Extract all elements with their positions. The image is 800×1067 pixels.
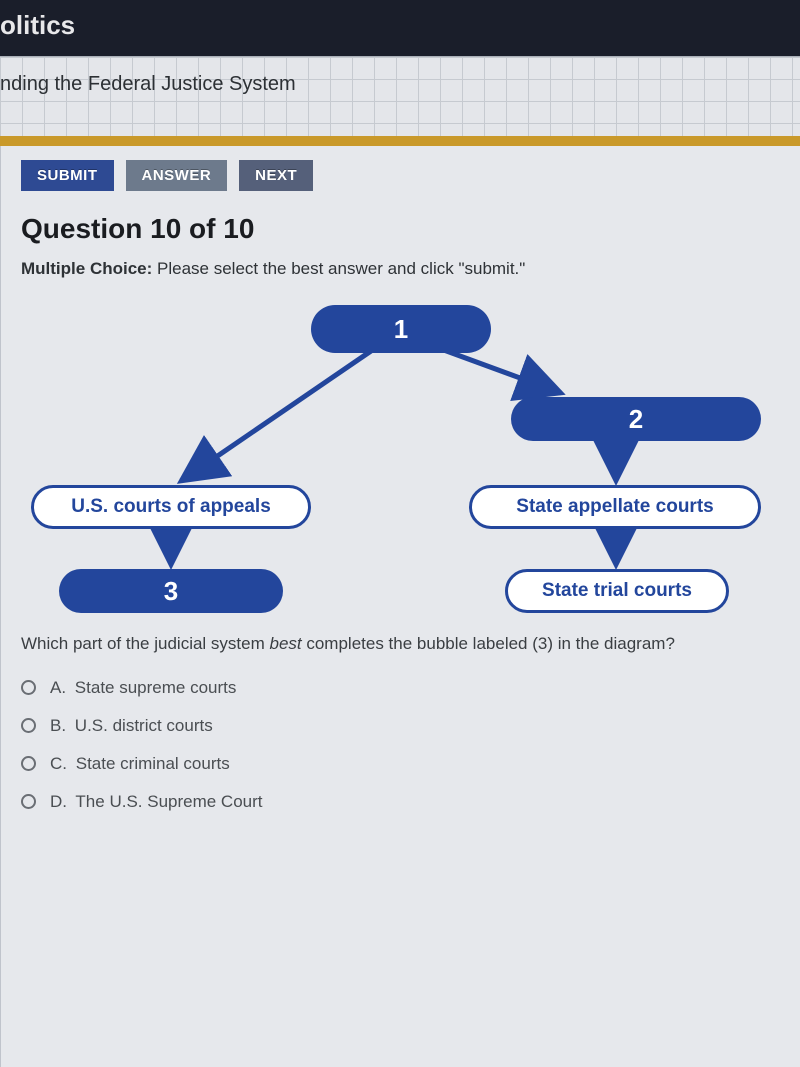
radio-icon xyxy=(21,718,36,733)
radio-icon xyxy=(21,756,36,771)
diagram-node-state-trial: State trial courts xyxy=(505,569,729,613)
answer-choices: A. State supreme courts B. U.S. district… xyxy=(21,678,780,812)
button-row: SUBMIT ANSWER NEXT xyxy=(21,160,780,191)
choice-b[interactable]: B. U.S. district courts xyxy=(21,716,780,736)
choice-d[interactable]: D. The U.S. Supreme Court xyxy=(21,792,780,812)
question-instruction-text: Please select the best answer and click … xyxy=(157,259,525,278)
question-type-label: Multiple Choice: xyxy=(21,259,152,278)
diagram-node-2: 2 xyxy=(511,397,761,441)
radio-icon xyxy=(21,794,36,809)
next-button[interactable]: NEXT xyxy=(239,160,313,191)
diagram-node-3: 3 xyxy=(59,569,283,613)
answer-button[interactable]: ANSWER xyxy=(126,160,228,191)
diagram-node-us-appeals: U.S. courts of appeals xyxy=(31,485,311,529)
lesson-bar: nding the Federal Justice System xyxy=(0,56,800,136)
question-instruction: Multiple Choice: Please select the best … xyxy=(21,259,780,279)
question-prompt: Which part of the judicial system best c… xyxy=(21,633,741,656)
question-panel: SUBMIT ANSWER NEXT Question 10 of 10 Mul… xyxy=(0,146,800,1067)
radio-icon xyxy=(21,680,36,695)
choice-c[interactable]: C. State criminal courts xyxy=(21,754,780,774)
choice-a[interactable]: A. State supreme courts xyxy=(21,678,780,698)
lesson-title: nding the Federal Justice System xyxy=(0,73,800,96)
submit-button[interactable]: SUBMIT xyxy=(21,160,114,191)
site-title: olitics xyxy=(0,10,75,40)
site-header: olitics xyxy=(0,0,800,56)
court-diagram: 1 2 U.S. courts of appeals State appella… xyxy=(21,305,761,625)
diagram-node-state-appellate: State appellate courts xyxy=(469,485,761,529)
accent-bar xyxy=(0,136,800,146)
diagram-node-1: 1 xyxy=(311,305,491,353)
question-heading: Question 10 of 10 xyxy=(21,213,780,245)
